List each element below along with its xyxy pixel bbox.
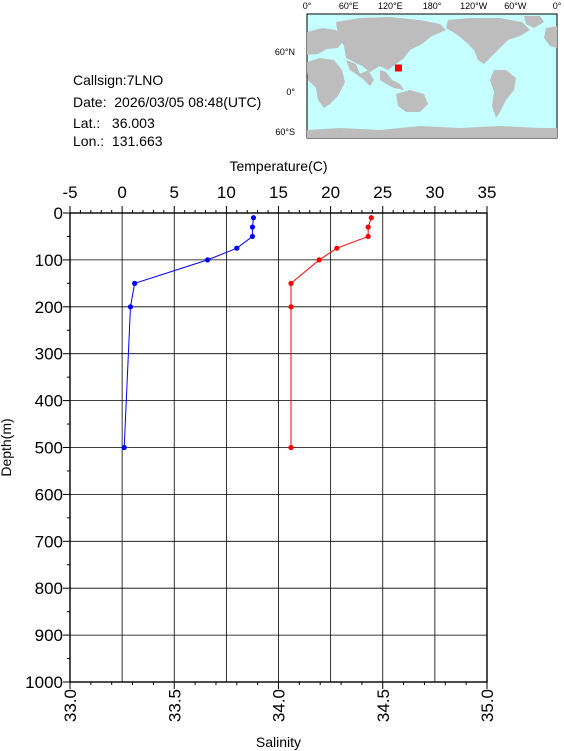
depth-tick-label: 0 (54, 204, 63, 223)
map-latitude-label: 60°S (275, 127, 295, 137)
salinity-data-point (121, 444, 127, 451)
map-longitude-label: 0° (303, 1, 312, 11)
temperature-tick-label: 20 (321, 183, 340, 202)
longitude-text: Lon.: 131.663 (73, 133, 163, 149)
temperature-data-point (288, 280, 294, 286)
temperature-data-point (334, 245, 340, 251)
salinity-axis-title: Salinity (256, 734, 301, 750)
land-australia (396, 90, 428, 112)
station-marker (394, 64, 402, 72)
salinity-data-point (234, 245, 240, 251)
temperature-tick-label: 35 (478, 183, 497, 202)
land-africa (307, 58, 345, 108)
map-longitude-label: 60°E (339, 1, 359, 11)
temperature-profile-line (290, 217, 372, 448)
salinity-data-point (127, 304, 134, 310)
land-north-america (446, 18, 530, 64)
depth-tick-label: 700 (35, 532, 63, 551)
temperature-data-point (365, 224, 371, 230)
temperature-data-point (368, 215, 374, 221)
temperature-data-point (316, 257, 322, 263)
map-longitude-ticks: 0° 60°E 120°E 180° 120°W 60°W 0° (303, 1, 562, 11)
map-latitude-label: 60°N (275, 47, 295, 57)
land-south-america (490, 70, 516, 118)
temperature-tick-labels: -5 0 5 10 15 20 25 30 35 (62, 183, 496, 202)
salinity-tick-labels: 33.0 33.5 34.0 34.5 35.0 (61, 689, 497, 722)
land-europe-east (544, 26, 557, 48)
depth-tick-label: 100 (35, 251, 63, 270)
location-map: 0° 60°E 120°E 180° 120°W 60°W 0° 60°N 0° 60°S (275, 1, 562, 139)
map-latitude-label: 0° (286, 87, 295, 97)
depth-tick-label: 1000 (25, 673, 63, 692)
depth-tick-label: 800 (35, 579, 63, 598)
depth-tick-label: 500 (35, 439, 63, 458)
chart-grid (70, 213, 487, 682)
land-arabia-india (346, 60, 374, 86)
depth-axis-title: Depth(m) (0, 418, 14, 476)
salinity-data-point (205, 257, 211, 263)
map-longitude-label: 120°E (378, 1, 403, 11)
latitude-text: Lat.: 36.003 (73, 115, 155, 131)
map-landmasses (307, 16, 557, 138)
temperature-tick-label: 25 (373, 183, 392, 202)
depth-tick-labels: 0 100 200 300 400 500 600 700 800 900 1000 (25, 204, 63, 692)
salinity-tick-label: 33.5 (165, 689, 184, 722)
temperature-tick-label: 10 (217, 183, 236, 202)
temperature-axis-title: Temperature(C) (229, 158, 327, 174)
salinity-profile-line (123, 217, 254, 448)
salinity-tick-label: 33.0 (61, 689, 80, 722)
map-latitude-ticks: 60°N 0° 60°S (275, 47, 296, 137)
depth-tick-label: 900 (35, 626, 63, 645)
land-japan (400, 44, 410, 58)
date-text: Date: 2026/03/05 08:48(UTC) (73, 94, 262, 110)
land-europe-west (307, 28, 344, 55)
land-antarctica (307, 126, 557, 138)
map-longitude-label: 0° (553, 1, 562, 11)
land-greenland (524, 16, 544, 28)
land-asia (336, 17, 446, 72)
series-layer (121, 215, 374, 451)
temperature-data-point (288, 444, 294, 451)
temperature-data-point (288, 304, 294, 310)
map-longitude-label: 60°W (504, 1, 527, 11)
temperature-tick-label: -5 (62, 183, 77, 202)
depth-tick-label: 600 (35, 485, 63, 504)
depth-tick-label: 300 (35, 345, 63, 364)
minor-ticks (63, 206, 488, 689)
salinity-data-point (249, 224, 256, 230)
temperature-tick-label: 5 (170, 183, 179, 202)
salinity-data-point (249, 233, 256, 240)
depth-tick-label: 400 (35, 392, 63, 411)
temperature-tick-label: 30 (425, 183, 444, 202)
salinity-tick-label: 34.5 (374, 689, 393, 722)
map-longitude-label: 120°W (460, 1, 488, 11)
salinity-data-point (132, 280, 138, 286)
temperature-tick-label: 15 (269, 183, 288, 202)
temperature-tick-label: 0 (117, 183, 126, 202)
salinity-tick-label: 35.0 (478, 689, 497, 722)
depth-tick-label: 200 (35, 298, 63, 317)
temperature-data-point (365, 233, 371, 240)
callsign-text: Callsign:7LNO (73, 72, 164, 88)
salinity-tick-label: 34.0 (270, 689, 289, 722)
map-longitude-label: 180° (423, 1, 442, 11)
salinity-data-point (250, 215, 257, 221)
land-southeast-asia (380, 70, 404, 90)
